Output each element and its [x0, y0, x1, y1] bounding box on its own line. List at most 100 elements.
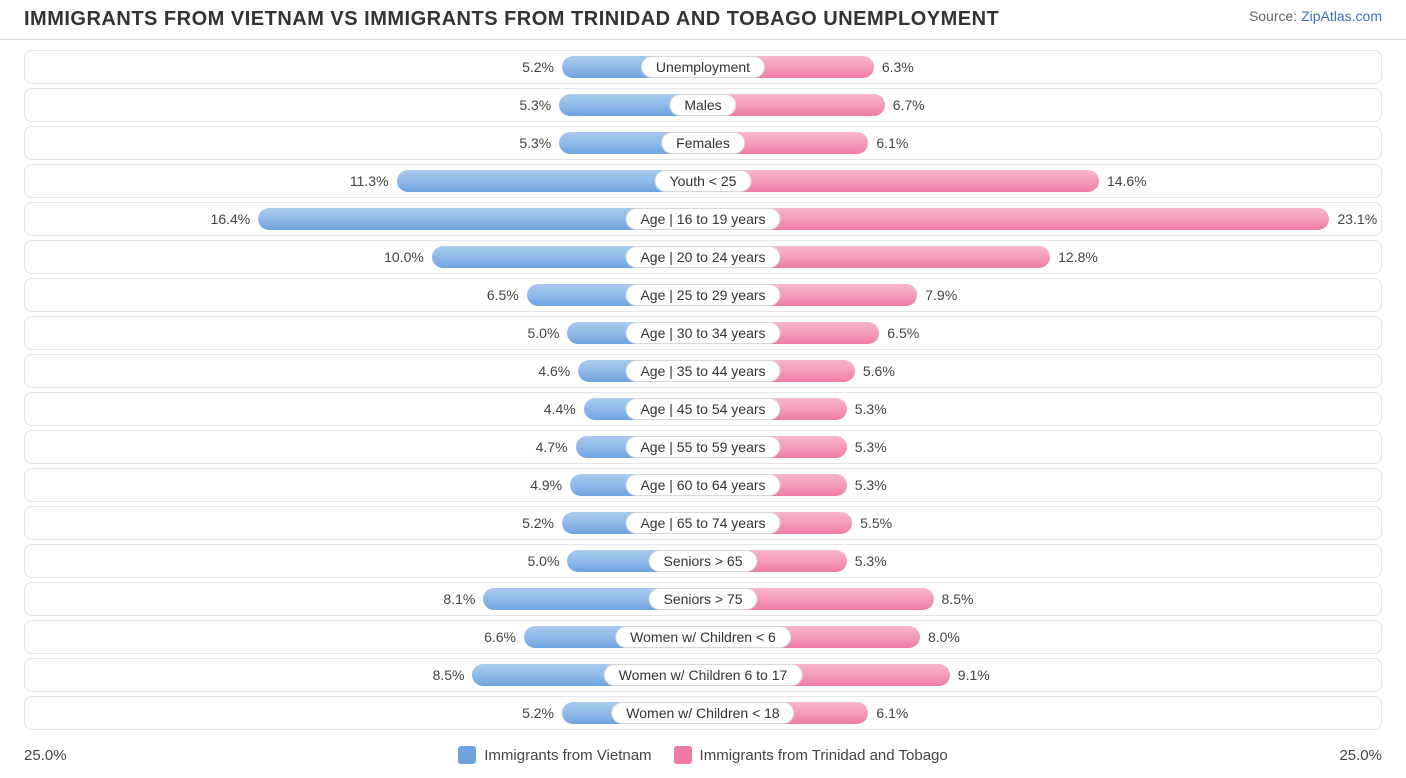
half-right: 8.5%	[703, 583, 1381, 615]
category-label: Age | 60 to 64 years	[625, 474, 780, 496]
half-right: 9.1%	[703, 659, 1381, 691]
value-left: 4.4%	[544, 401, 576, 417]
value-right: 6.1%	[876, 135, 908, 151]
value-left: 5.3%	[519, 97, 551, 113]
legend-label-right: Immigrants from Trinidad and Tobago	[700, 747, 948, 764]
legend-item-left: Immigrants from Vietnam	[458, 746, 651, 764]
half-right: 6.3%	[703, 51, 1381, 83]
bar-right	[703, 208, 1329, 230]
half-right: 8.0%	[703, 621, 1381, 653]
half-left: 11.3%	[25, 165, 703, 197]
category-label: Youth < 25	[655, 170, 752, 192]
chart-row: 11.3% 14.6% Youth < 25	[24, 164, 1382, 198]
value-left: 5.0%	[527, 325, 559, 341]
half-right: 6.1%	[703, 697, 1381, 729]
value-right: 23.1%	[1337, 211, 1377, 227]
value-left: 11.3%	[350, 173, 389, 189]
chart-row: 6.6% 8.0% Women w/ Children < 6	[24, 620, 1382, 654]
chart-container: IMMIGRANTS FROM VIETNAM VS IMMIGRANTS FR…	[0, 0, 1406, 778]
chart-row: 16.4%23.1%Age | 16 to 19 years	[24, 202, 1382, 236]
chart-row: 5.2% 6.3% Unemployment	[24, 50, 1382, 84]
category-label: Females	[661, 132, 745, 154]
value-right: 7.9%	[925, 287, 957, 303]
value-left: 5.2%	[522, 59, 554, 75]
half-left: 4.6%	[25, 355, 703, 387]
value-left: 6.5%	[487, 287, 519, 303]
chart-row: 5.3% 6.7% Males	[24, 88, 1382, 122]
category-label: Age | 20 to 24 years	[625, 246, 780, 268]
half-right: 12.8%	[703, 241, 1381, 273]
half-left: 5.3%	[25, 127, 703, 159]
half-left: 6.5%	[25, 279, 703, 311]
half-left: 4.9%	[25, 469, 703, 501]
value-left: 5.3%	[519, 135, 551, 151]
category-label: Age | 45 to 54 years	[625, 398, 780, 420]
half-right: 5.3%	[703, 469, 1381, 501]
value-right: 14.6%	[1107, 173, 1147, 189]
value-right: 5.3%	[855, 477, 887, 493]
value-left: 16.4%	[211, 211, 251, 227]
half-left: 6.6%	[25, 621, 703, 653]
legend-swatch-right	[674, 746, 692, 764]
axis-max-left: 25.0%	[24, 747, 67, 764]
bar-right	[703, 170, 1099, 192]
value-right: 6.7%	[893, 97, 925, 113]
category-label: Seniors > 75	[649, 588, 758, 610]
chart-row: 4.9% 5.3% Age | 60 to 64 years	[24, 468, 1382, 502]
legend-label-left: Immigrants from Vietnam	[484, 747, 651, 764]
value-right: 8.0%	[928, 629, 960, 645]
value-left: 4.7%	[536, 439, 568, 455]
legend: Immigrants from Vietnam Immigrants from …	[458, 746, 947, 764]
half-left: 5.0%	[25, 317, 703, 349]
value-right: 5.3%	[855, 401, 887, 417]
value-right: 6.1%	[876, 705, 908, 721]
half-right: 6.5%	[703, 317, 1381, 349]
half-left: 8.5%	[25, 659, 703, 691]
half-left: 5.2%	[25, 697, 703, 729]
category-label: Males	[669, 94, 736, 116]
value-left: 4.9%	[530, 477, 562, 493]
chart-footer: 25.0% Immigrants from Vietnam Immigrants…	[0, 740, 1406, 778]
chart-row: 8.5%9.1%Women w/ Children 6 to 17	[24, 658, 1382, 692]
half-right: 6.7%	[703, 89, 1381, 121]
source-link[interactable]: ZipAtlas.com	[1301, 8, 1382, 24]
half-left: 10.0%	[25, 241, 703, 273]
category-label: Unemployment	[641, 56, 765, 78]
category-label: Age | 30 to 34 years	[625, 322, 780, 344]
half-left: 5.0%	[25, 545, 703, 577]
value-right: 12.8%	[1058, 249, 1098, 265]
value-right: 5.6%	[863, 363, 895, 379]
chart-row: 5.2%5.5%Age | 65 to 74 years	[24, 506, 1382, 540]
category-label: Age | 65 to 74 years	[625, 512, 780, 534]
half-left: 4.7%	[25, 431, 703, 463]
half-left: 5.3%	[25, 89, 703, 121]
chart-row: 5.0% 6.5% Age | 30 to 34 years	[24, 316, 1382, 350]
chart-row: 4.6% 5.6% Age | 35 to 44 years	[24, 354, 1382, 388]
half-right: 6.1%	[703, 127, 1381, 159]
half-right: 23.1%	[703, 203, 1381, 235]
value-right: 6.5%	[887, 325, 919, 341]
value-left: 5.0%	[527, 553, 559, 569]
value-left: 4.6%	[538, 363, 570, 379]
category-label: Seniors > 65	[649, 550, 758, 572]
category-label: Women w/ Children < 6	[615, 626, 791, 648]
value-left: 5.2%	[522, 705, 554, 721]
half-left: 4.4%	[25, 393, 703, 425]
chart-row: 10.0% 12.8% Age | 20 to 24 years	[24, 240, 1382, 274]
chart-title: IMMIGRANTS FROM VIETNAM VS IMMIGRANTS FR…	[24, 8, 999, 31]
legend-item-right: Immigrants from Trinidad and Tobago	[674, 746, 948, 764]
chart-row: 5.0%5.3%Seniors > 65	[24, 544, 1382, 578]
chart-row: 5.2% 6.1% Women w/ Children < 18	[24, 696, 1382, 730]
category-label: Age | 35 to 44 years	[625, 360, 780, 382]
value-left: 6.6%	[484, 629, 516, 645]
half-right: 5.5%	[703, 507, 1381, 539]
category-label: Women w/ Children < 18	[611, 702, 794, 724]
value-left: 10.0%	[384, 249, 424, 265]
half-left: 8.1%	[25, 583, 703, 615]
value-right: 8.5%	[942, 591, 974, 607]
half-right: 5.3%	[703, 393, 1381, 425]
source-prefix: Source:	[1249, 8, 1301, 24]
chart-row: 4.7%5.3%Age | 55 to 59 years	[24, 430, 1382, 464]
half-left: 5.2%	[25, 507, 703, 539]
value-right: 6.3%	[882, 59, 914, 75]
